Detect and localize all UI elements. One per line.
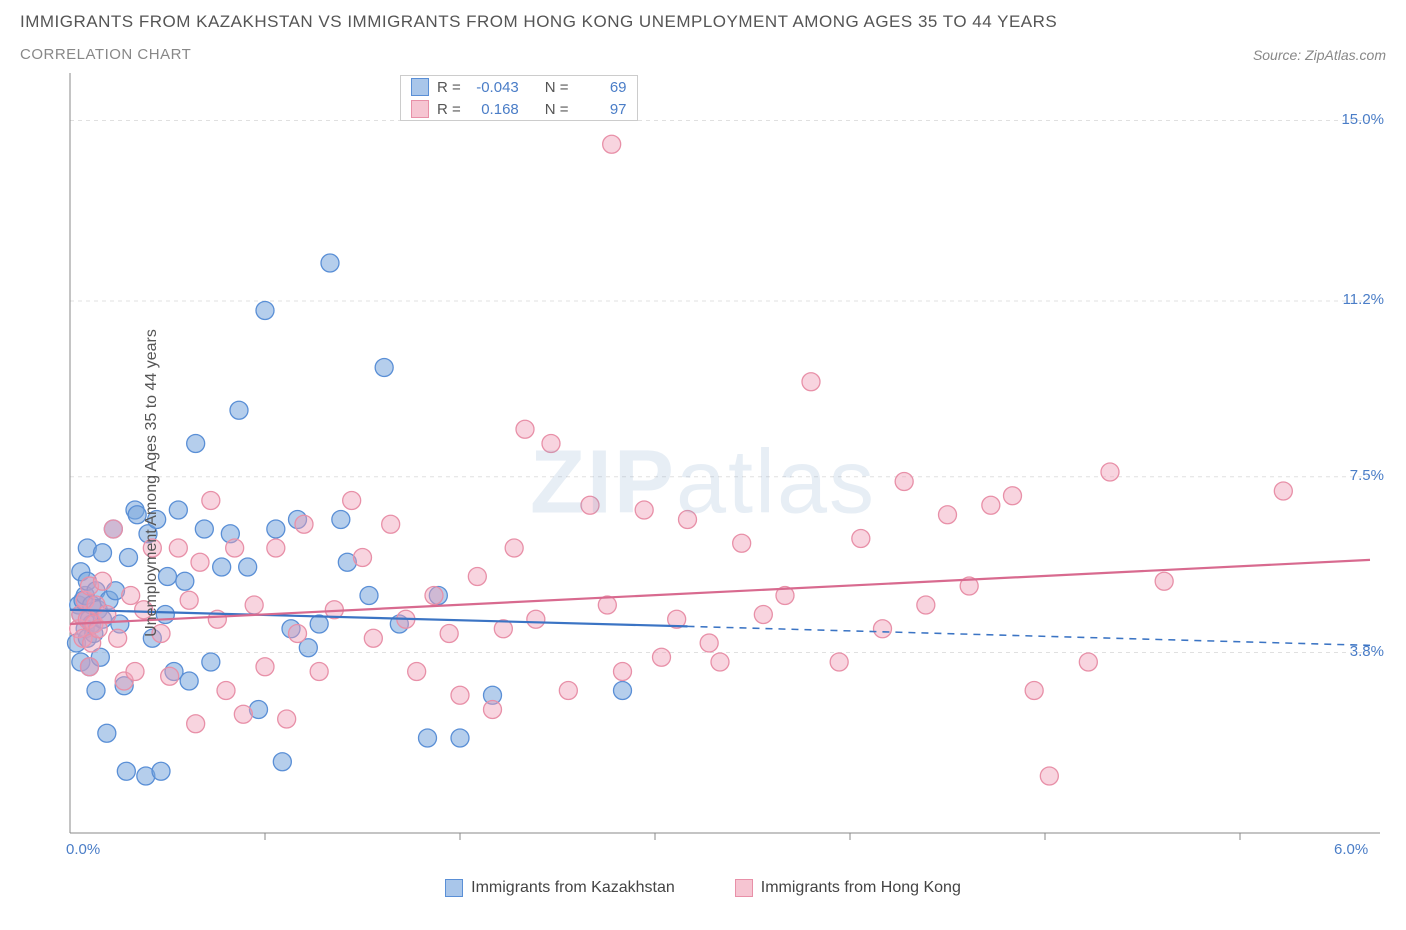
chart-title: IMMIGRANTS FROM KAZAKHSTAN VS IMMIGRANTS…	[20, 12, 1386, 32]
swatch-pink	[735, 879, 753, 897]
y-tick-label: 15.0%	[1341, 111, 1384, 128]
x-tick-label: 0.0%	[66, 841, 100, 858]
legend-item-pink: Immigrants from Hong Kong	[735, 879, 961, 897]
y-tick-label: 11.2%	[1343, 291, 1384, 308]
legend-item-blue: Immigrants from Kazakhstan	[445, 879, 675, 897]
stat-n-pink: 97	[577, 101, 627, 118]
y-axis-title: Unemployment Among Ages 35 to 44 years	[143, 329, 161, 637]
chart-container: Unemployment Among Ages 35 to 44 years Z…	[20, 73, 1386, 893]
scatter-chart	[20, 73, 1386, 863]
stats-row-pink: R = 0.168 N = 97	[401, 98, 637, 120]
stat-n-blue: 69	[577, 79, 627, 96]
stats-row-blue: R = -0.043 N = 69	[401, 76, 637, 98]
stat-r-blue: -0.043	[469, 79, 519, 96]
stats-legend-box: R = -0.043 N = 69 R = 0.168 N = 97	[400, 75, 638, 121]
chart-subtitle: CORRELATION CHART	[20, 46, 191, 63]
source-credit: Source: ZipAtlas.com	[1253, 47, 1386, 63]
subtitle-row: CORRELATION CHART Source: ZipAtlas.com	[20, 46, 1386, 63]
bottom-legend: Immigrants from Kazakhstan Immigrants fr…	[20, 879, 1386, 897]
swatch-blue	[411, 78, 429, 96]
swatch-pink	[411, 100, 429, 118]
x-tick-label: 6.0%	[1334, 841, 1368, 858]
y-tick-label: 3.8%	[1350, 643, 1384, 660]
y-tick-label: 7.5%	[1350, 467, 1384, 484]
swatch-blue	[445, 879, 463, 897]
stat-r-pink: 0.168	[469, 101, 519, 118]
